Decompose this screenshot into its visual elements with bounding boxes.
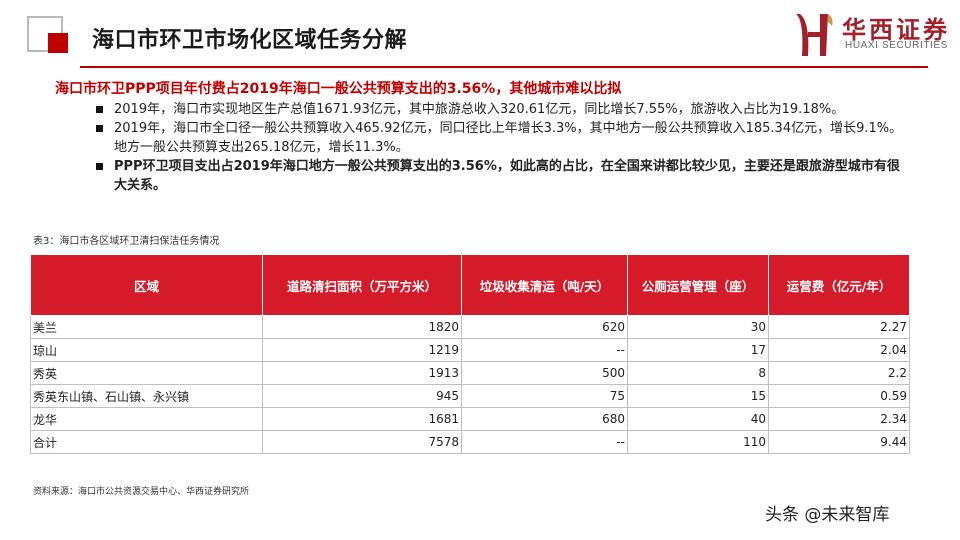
square-bullet-icon: [96, 125, 103, 132]
cell-toilets: 40: [627, 407, 769, 431]
header-divider: [80, 66, 928, 68]
bullet-text: PPP环卫项目支出占2019年海口地方一般公共预算支出的3.56%，如此高的占比…: [114, 159, 900, 193]
cell-garbage: 75: [461, 384, 628, 408]
logo-chinese-name: 华西证券: [842, 16, 950, 44]
summary-headline: 海口市环卫PPP项目年付费占2019年海口一般公共预算支出的3.56%，其他城市…: [55, 81, 622, 97]
huaxi-logo-icon: [796, 14, 833, 56]
bullet-item: PPP环卫项目支出占2019年海口地方一般公共预算支出的3.56%，如此高的占比…: [92, 157, 912, 195]
column-header-toilets: 公厕运营管理（座）: [627, 254, 769, 316]
table-total-row: 合计 7578 -- 110 9.44: [30, 430, 910, 454]
cell-garbage: 620: [461, 315, 628, 339]
cell-region: 秀英东山镇、石山镇、永兴镇: [30, 384, 263, 408]
source-note: 资料来源：海口市公共资源交易中心、华西证券研究所: [33, 487, 250, 497]
table-row: 秀英 1913 500 8 2.2: [30, 361, 910, 385]
cell-toilets: 30: [627, 315, 769, 339]
cell-region: 秀英: [30, 361, 263, 385]
column-header-garbage: 垃圾收集清运（吨/天）: [461, 254, 628, 316]
cell-road-area: 945: [262, 384, 462, 408]
task-table: 区域 道路清扫面积（万平方米） 垃圾收集清运（吨/天） 公厕运营管理（座） 运营…: [30, 254, 910, 454]
cell-road-area: 1820: [262, 315, 462, 339]
logo-english-name: HUAXI SECURITIES: [845, 40, 948, 51]
table-row: 美兰 1820 620 30 2.27: [30, 315, 910, 339]
cell-cost: 0.59: [768, 384, 910, 408]
table-header-row: 区域 道路清扫面积（万平方米） 垃圾收集清运（吨/天） 公厕运营管理（座） 运营…: [30, 254, 910, 316]
cell-cost: 2.04: [768, 338, 910, 362]
table-row: 琼山 1219 -- 17 2.04: [30, 338, 910, 362]
bullet-item: 2019年，海口市全口径一般公共预算收入465.92亿元，同口径比上年增长3.3…: [92, 119, 912, 157]
cell-cost: 2.27: [768, 315, 910, 339]
cell-cost: 9.44: [768, 430, 910, 454]
cell-road-area: 1219: [262, 338, 462, 362]
cell-garbage: --: [461, 430, 628, 454]
cell-cost: 2.2: [768, 361, 910, 385]
cell-toilets: 8: [627, 361, 769, 385]
cell-garbage: 680: [461, 407, 628, 431]
cell-road-area: 7578: [262, 430, 462, 454]
table-caption: 表3：海口市各区域环卫清扫保洁任务情况: [33, 236, 220, 247]
cell-toilets: 17: [627, 338, 769, 362]
square-bullet-icon: [96, 106, 103, 113]
square-bullet-icon: [96, 163, 103, 170]
cell-garbage: 500: [461, 361, 628, 385]
watermark: 头条 @未来智库: [765, 505, 890, 525]
column-header-cost: 运营费（亿元/年）: [768, 254, 910, 316]
table-row: 龙华 1681 680 40 2.34: [30, 407, 910, 431]
bullet-item: 2019年，海口市实现地区生产总值1671.93亿元，其中旅游总收入320.61…: [92, 100, 912, 119]
cell-cost: 2.34: [768, 407, 910, 431]
summary-bullet-list: 2019年，海口市实现地区生产总值1671.93亿元，其中旅游总收入320.61…: [92, 100, 912, 195]
cell-garbage: --: [461, 338, 628, 362]
corner-decoration-red-square: [48, 33, 68, 53]
cell-road-area: 1681: [262, 407, 462, 431]
slide-title: 海口市环卫市场化区域任务分解: [92, 28, 408, 53]
bullet-text: 2019年，海口市实现地区生产总值1671.93亿元，其中旅游总收入320.61…: [114, 102, 845, 117]
cell-region: 合计: [30, 430, 263, 454]
cell-toilets: 110: [627, 430, 769, 454]
column-header-road-area: 道路清扫面积（万平方米）: [262, 254, 462, 316]
table-row: 秀英东山镇、石山镇、永兴镇 945 75 15 0.59: [30, 384, 910, 408]
cell-region: 龙华: [30, 407, 263, 431]
cell-road-area: 1913: [262, 361, 462, 385]
cell-toilets: 15: [627, 384, 769, 408]
column-header-region: 区域: [30, 254, 263, 316]
cell-region: 琼山: [30, 338, 263, 362]
bullet-text: 2019年，海口市全口径一般公共预算收入465.92亿元，同口径比上年增长3.3…: [114, 121, 903, 155]
cell-region: 美兰: [30, 315, 263, 339]
